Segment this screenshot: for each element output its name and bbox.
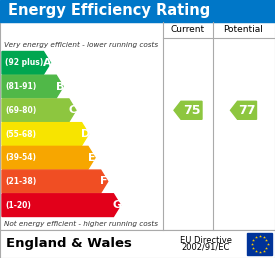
Text: Current: Current bbox=[171, 26, 205, 35]
Polygon shape bbox=[2, 146, 95, 169]
Text: C: C bbox=[68, 105, 76, 115]
Text: (1-20): (1-20) bbox=[5, 201, 31, 210]
Text: Not energy efficient - higher running costs: Not energy efficient - higher running co… bbox=[4, 220, 158, 227]
Polygon shape bbox=[2, 123, 89, 145]
Bar bbox=[0, 230, 275, 258]
Text: (39-54): (39-54) bbox=[5, 153, 36, 162]
Text: Potential: Potential bbox=[224, 26, 263, 35]
Text: (21-38): (21-38) bbox=[5, 177, 36, 186]
Text: G: G bbox=[112, 200, 122, 210]
Text: (69-80): (69-80) bbox=[5, 106, 36, 115]
Text: England & Wales: England & Wales bbox=[6, 238, 132, 251]
Text: B: B bbox=[56, 82, 64, 92]
Text: EU Directive: EU Directive bbox=[180, 236, 232, 245]
Text: (92 plus): (92 plus) bbox=[5, 58, 43, 67]
Polygon shape bbox=[2, 52, 51, 74]
Text: Energy Efficiency Rating: Energy Efficiency Rating bbox=[8, 4, 210, 19]
Polygon shape bbox=[2, 170, 108, 193]
Text: A: A bbox=[43, 58, 51, 68]
Text: F: F bbox=[100, 176, 108, 187]
Text: 77: 77 bbox=[238, 104, 256, 117]
Text: Very energy efficient - lower running costs: Very energy efficient - lower running co… bbox=[4, 42, 158, 47]
Polygon shape bbox=[2, 99, 76, 122]
Text: D: D bbox=[81, 129, 90, 139]
Text: E: E bbox=[88, 153, 95, 163]
Text: 2002/91/EC: 2002/91/EC bbox=[182, 243, 230, 252]
Bar bbox=[247, 233, 272, 255]
Bar bbox=[0, 0, 275, 22]
Polygon shape bbox=[2, 194, 120, 216]
Text: 75: 75 bbox=[183, 104, 200, 117]
Polygon shape bbox=[2, 75, 63, 98]
Polygon shape bbox=[230, 101, 257, 119]
Text: (81-91): (81-91) bbox=[5, 82, 36, 91]
Text: (55-68): (55-68) bbox=[5, 130, 36, 139]
Polygon shape bbox=[174, 101, 202, 119]
Bar bbox=[0, 22, 275, 230]
